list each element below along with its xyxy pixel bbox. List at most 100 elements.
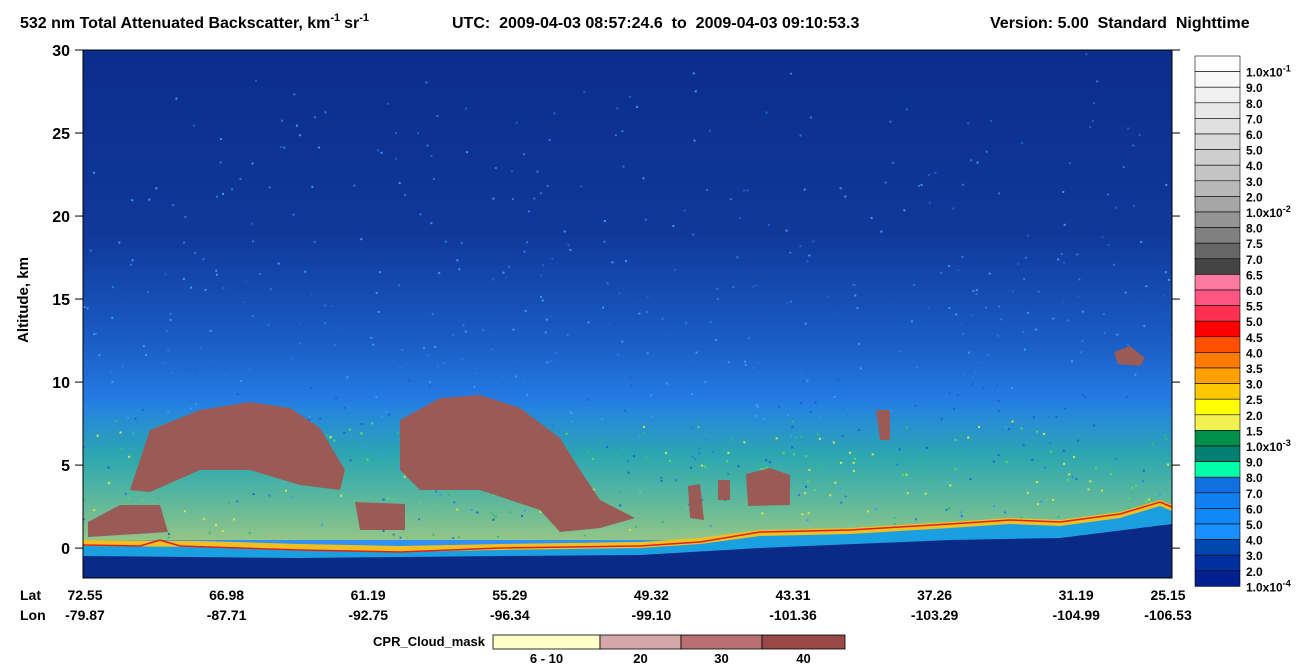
speckle [1150,498,1153,501]
speckle [1105,465,1107,467]
speckle [646,295,649,298]
speckle [1071,475,1074,478]
speckle [809,116,812,119]
speckle [492,514,495,517]
speckle [751,285,754,288]
speckle [1170,404,1172,407]
speckle [622,165,625,168]
speckle [988,272,991,275]
speckle [170,372,173,374]
speckle [191,480,193,483]
colorbar-swatch [1194,71,1241,88]
colorbar-swatch [1194,367,1241,384]
speckle [255,79,257,82]
speckle [203,517,206,520]
speckle [510,170,513,173]
speckle [646,352,649,355]
speckle [540,274,543,277]
speckle [806,260,809,263]
colorbar-swatch [1194,461,1241,478]
speckle [1081,310,1084,313]
speckle [236,500,239,503]
speckle [192,124,195,127]
speckle [389,399,392,402]
speckle [744,364,747,367]
cloud [876,410,890,440]
speckle [685,322,688,325]
speckle [1042,432,1045,435]
speckle [645,311,648,314]
speckle [611,261,614,264]
colorbar-label: 6.5 [1246,268,1263,282]
speckle [324,322,327,325]
colorbar-swatch [1194,492,1241,509]
speckle [639,490,642,493]
speckle [401,349,404,351]
speckle [880,230,883,233]
colorbar-label-exponent: -4 [1283,578,1291,588]
speckle [920,458,923,461]
title-main: 532 nm Total Attenuated Backscatter, km [20,15,330,32]
speckle [426,354,429,357]
colorbar-swatch [1194,211,1241,228]
speckle [536,170,539,173]
speckle [592,488,595,491]
speckle [727,472,730,475]
speckle [551,424,554,427]
speckle [1004,425,1007,428]
speckle [755,404,758,407]
speckle [998,192,1001,195]
speckle [809,411,812,414]
speckle [189,407,192,410]
speckle [709,320,712,323]
speckle [818,416,821,419]
speckle [852,461,855,464]
speckle [490,511,493,514]
speckle [690,393,693,396]
speckle [841,408,844,411]
speckle [1022,444,1025,447]
speckle [848,468,850,470]
speckle [310,416,313,419]
cloud [130,402,345,492]
speckle [482,329,485,331]
speckle [791,426,794,429]
speckle [89,315,92,318]
speckle [492,278,495,281]
speckle [954,475,956,478]
speckle [141,408,144,411]
speckle [690,466,692,469]
speckle [269,288,272,291]
speckle [1020,516,1023,519]
colorbar-swatch [1194,352,1241,369]
speckle [1131,486,1134,489]
speckle [521,515,524,518]
colorbar-swatch [1194,242,1241,260]
speckle [591,457,594,460]
speckle [317,146,320,149]
colorbar-label: 9.0 [1246,456,1263,470]
speckle [386,102,389,105]
speckle [311,185,314,188]
speckle [395,132,397,135]
speckle [324,111,327,114]
speckle [379,271,381,274]
speckle [1102,313,1105,315]
speckle [546,185,549,187]
speckle [867,510,870,513]
speckle [512,198,514,200]
colorbar-swatch [1194,398,1241,416]
speckle [644,218,647,221]
speckle [194,403,197,406]
speckle [1063,261,1066,264]
speckle [1011,290,1014,293]
speckle [1050,450,1052,453]
speckle [1132,492,1134,495]
lon-label: -104.99 [1052,607,1100,623]
speckle [127,497,130,500]
colorbar-swatch [1194,149,1241,166]
speckle [690,366,693,369]
speckle [157,497,159,500]
cloud-mask-label: 30 [714,651,728,666]
colorbar-label: 6.0 [1246,284,1263,298]
